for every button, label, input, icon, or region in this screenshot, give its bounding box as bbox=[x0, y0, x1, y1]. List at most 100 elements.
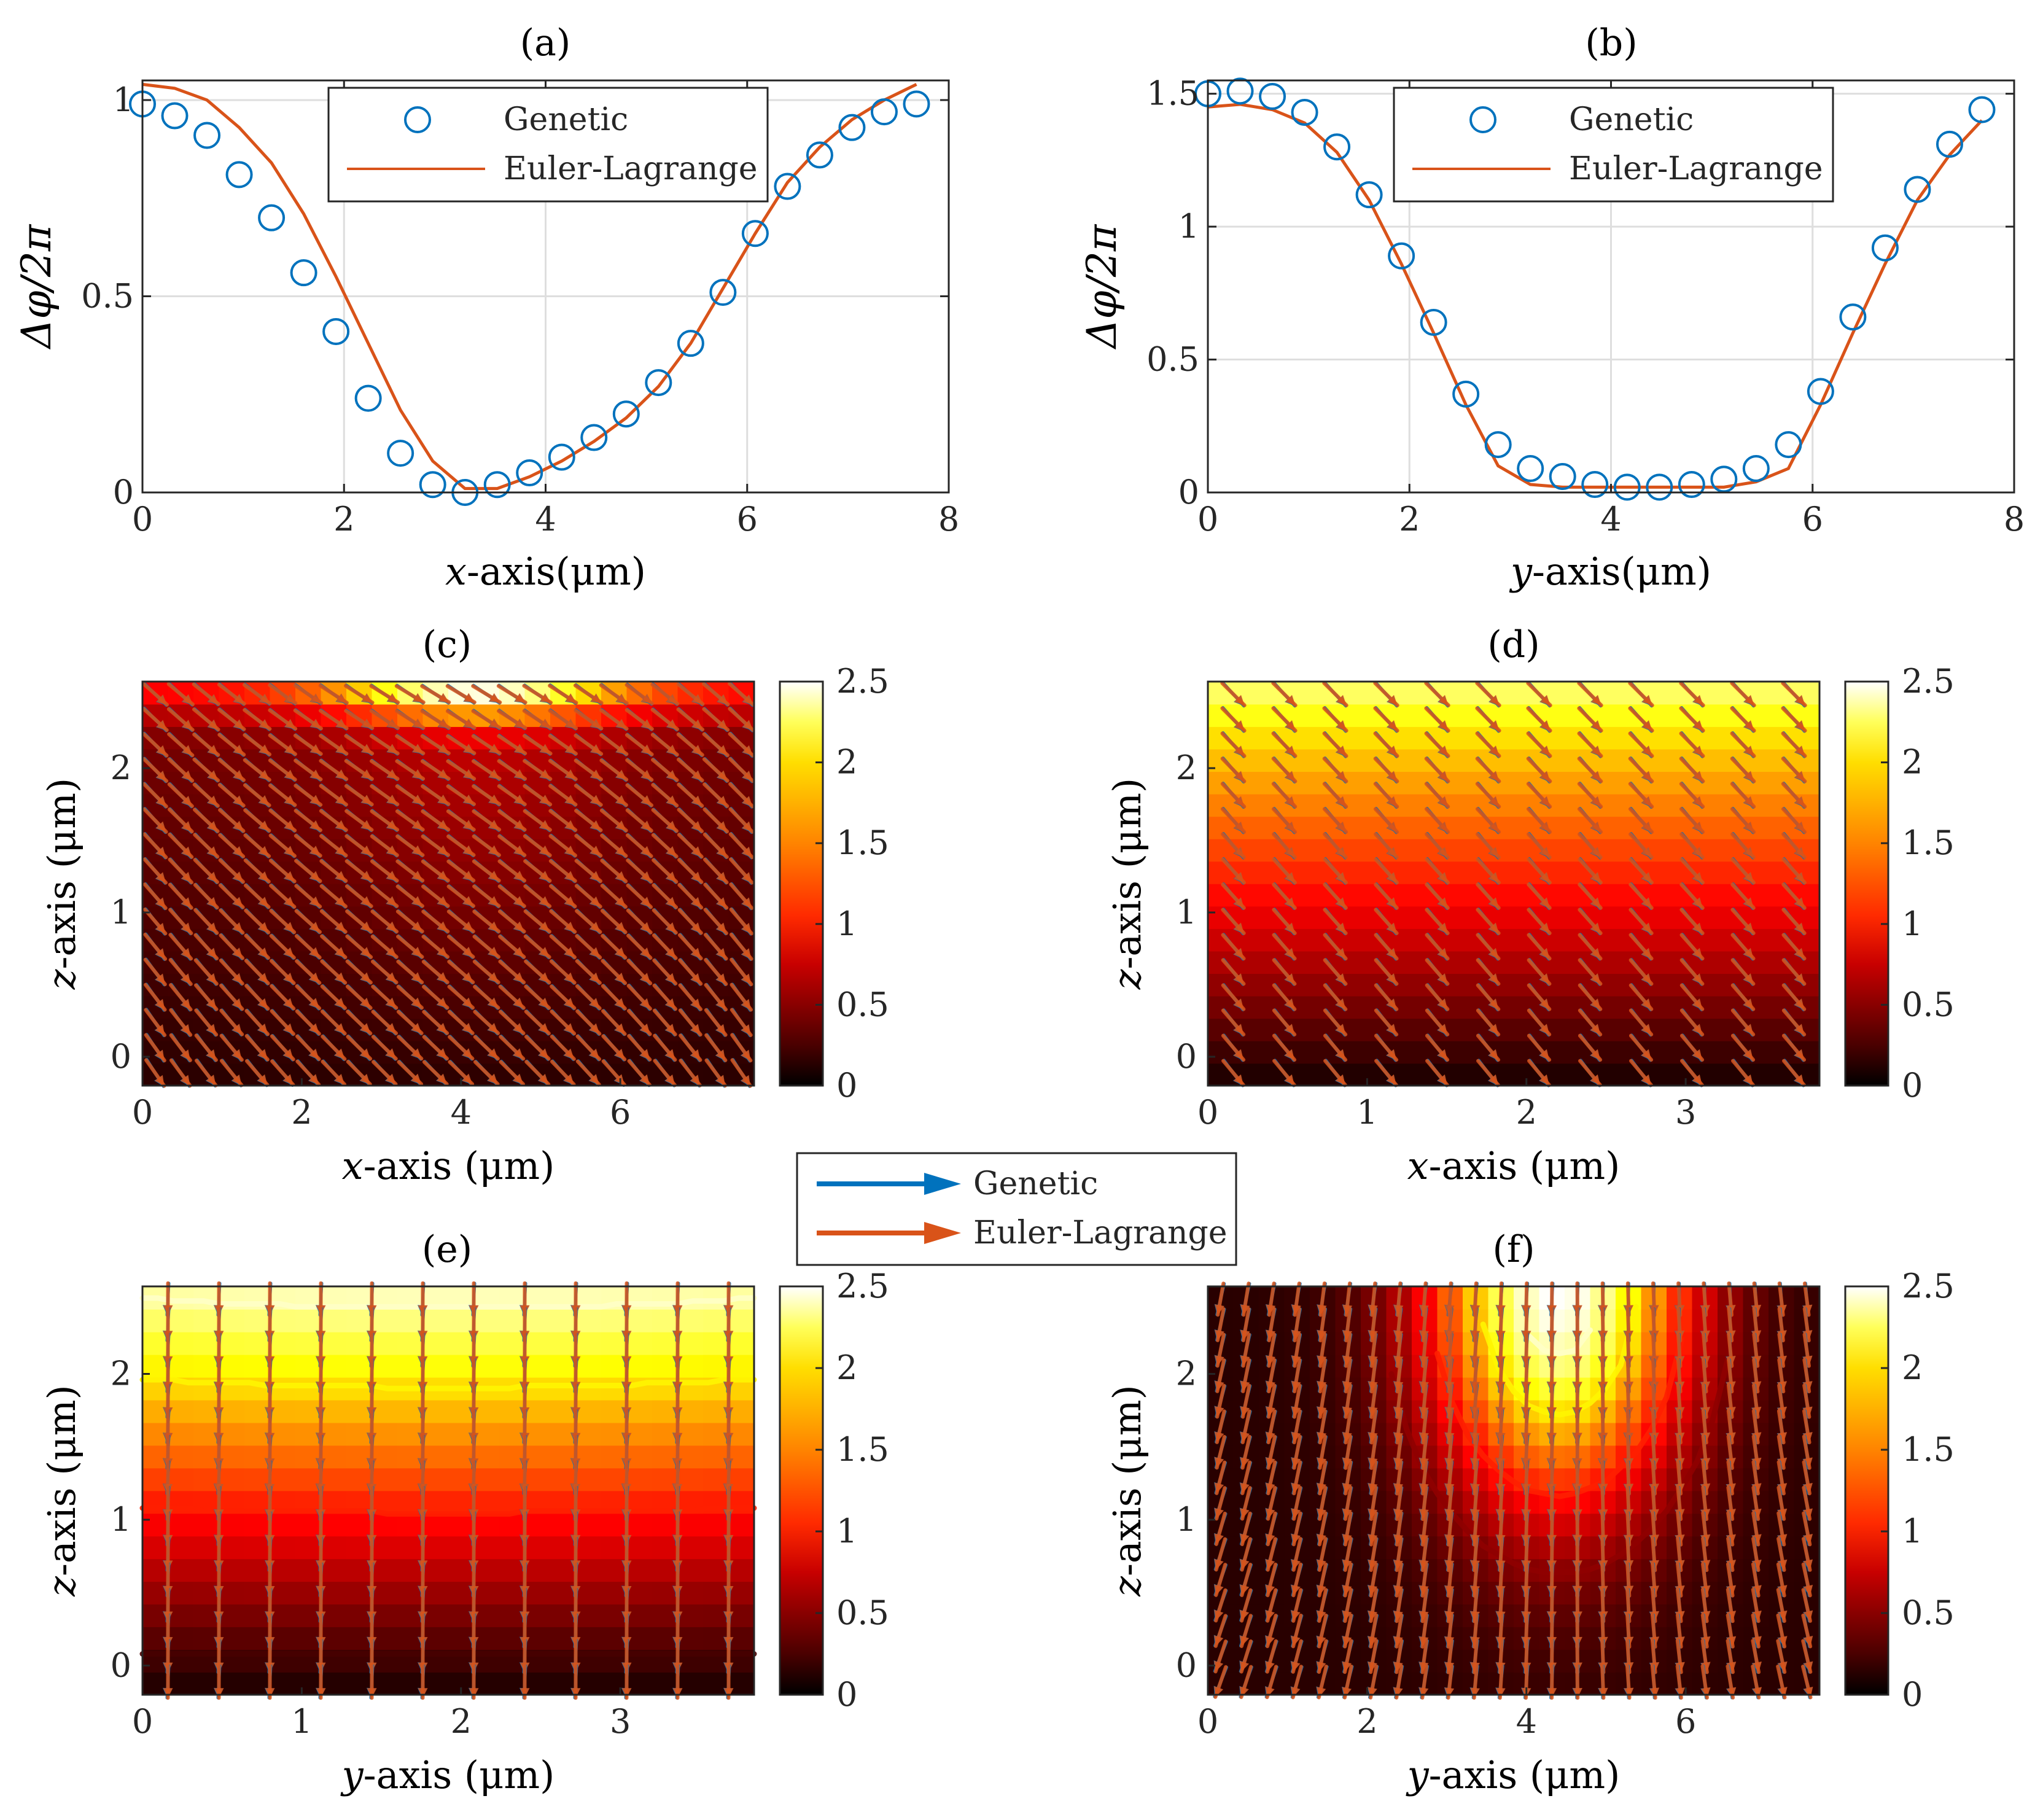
colorbar-label: 2 bbox=[1902, 743, 1923, 782]
heatmap-cell bbox=[575, 1558, 602, 1582]
heatmap-cell bbox=[270, 1513, 296, 1537]
heatmap-cell bbox=[321, 1399, 347, 1423]
euler-arrow-head bbox=[412, 769, 424, 779]
euler-arrow-head bbox=[1488, 1074, 1498, 1086]
heatmap-cell bbox=[524, 1377, 551, 1401]
colorbar-label: 0 bbox=[1902, 1066, 1923, 1105]
euler-arrow-head bbox=[1336, 720, 1347, 731]
euler-arrow-head bbox=[1234, 745, 1245, 756]
heatmap-cell bbox=[244, 1445, 271, 1469]
euler-arrow-head bbox=[360, 871, 372, 881]
euler-arrow-head bbox=[411, 1022, 422, 1033]
euler-arrow-head bbox=[335, 871, 346, 881]
y-tick-label: 2 bbox=[111, 749, 131, 787]
y-tick-label: 1 bbox=[111, 893, 131, 931]
heatmap-cell bbox=[677, 1672, 704, 1695]
heatmap-cell bbox=[626, 1354, 653, 1378]
euler-arrow-head bbox=[462, 972, 473, 982]
euler-arrow-head bbox=[206, 1049, 216, 1060]
heatmap-cell bbox=[524, 1627, 551, 1650]
euler-arrow-head bbox=[615, 769, 627, 780]
euler-arrow-head bbox=[1488, 821, 1500, 832]
euler-arrow-head bbox=[361, 744, 373, 754]
euler-arrow-head bbox=[1692, 821, 1703, 832]
heatmap-cell bbox=[219, 1672, 245, 1695]
heatmap-cell bbox=[1769, 1018, 1795, 1041]
euler-arrow-head bbox=[309, 998, 320, 1009]
euler-arrow-head bbox=[1285, 720, 1296, 731]
euler-arrow-head bbox=[564, 896, 575, 907]
euler-arrow-head bbox=[691, 896, 702, 908]
heatmap-cell bbox=[703, 1672, 730, 1695]
heatmap-cell bbox=[1284, 726, 1310, 750]
genetic-marker bbox=[1420, 308, 1447, 336]
euler-arrow-head bbox=[640, 795, 652, 806]
heatmap-cell bbox=[1616, 1018, 1642, 1041]
euler-arrow-head bbox=[462, 1073, 473, 1084]
heatmap-cell bbox=[244, 1331, 271, 1355]
euler-arrow-head bbox=[309, 896, 321, 907]
euler-arrow-head bbox=[181, 871, 192, 883]
euler-arrow-head bbox=[589, 1048, 600, 1059]
heatmap-cell bbox=[1769, 995, 1795, 1019]
colorbar-label: 1 bbox=[836, 1512, 857, 1550]
euler-arrow-head bbox=[1488, 720, 1500, 731]
heatmap-cell bbox=[1718, 1018, 1744, 1041]
heatmap-cell bbox=[448, 1604, 475, 1627]
euler-arrow-head bbox=[640, 896, 652, 908]
euler-arrow-head bbox=[155, 846, 166, 858]
euler-arrow-head bbox=[463, 794, 474, 804]
euler-arrow-head bbox=[589, 1074, 599, 1085]
euler-arrow-head bbox=[563, 1048, 574, 1059]
euler-arrow-head bbox=[589, 1023, 600, 1034]
heatmap-cell bbox=[397, 1040, 424, 1064]
heatmap-cell bbox=[1412, 682, 1438, 705]
euler-arrow-head bbox=[1743, 745, 1754, 756]
euler-arrow-head bbox=[411, 870, 423, 881]
heatmap-cell bbox=[1463, 793, 1489, 817]
heatmap-cell bbox=[193, 1445, 220, 1469]
x-tick-label: 8 bbox=[938, 500, 959, 539]
heatmap-cell bbox=[728, 1672, 755, 1695]
heatmap-cell bbox=[677, 1445, 704, 1469]
euler-arrow-head bbox=[310, 744, 321, 754]
euler-arrow-head bbox=[283, 922, 295, 933]
euler-arrow-head bbox=[308, 1074, 319, 1085]
x-tick-label: 4 bbox=[451, 1093, 472, 1132]
euler-arrow-head bbox=[565, 744, 576, 754]
euler-arrow-head bbox=[462, 845, 474, 855]
euler-arrow-head bbox=[488, 845, 499, 855]
euler-arrow-head bbox=[1438, 720, 1449, 731]
euler-arrow-head bbox=[156, 720, 167, 731]
euler-arrow-head bbox=[664, 1049, 675, 1060]
heatmap-cell bbox=[728, 1604, 755, 1627]
heatmap-cell bbox=[244, 1672, 271, 1695]
heatmap-cell bbox=[1794, 726, 1820, 750]
heatmap-cell bbox=[473, 1331, 500, 1355]
heatmap-cell bbox=[1386, 928, 1412, 952]
euler-arrow-head bbox=[265, 1688, 275, 1698]
heatmap-cell bbox=[1208, 995, 1234, 1019]
y-axis-label: z-axis (μm) bbox=[39, 1385, 84, 1596]
euler-arrow-head bbox=[640, 769, 652, 780]
heatmap-cell bbox=[1565, 726, 1591, 750]
euler-arrow-head bbox=[590, 744, 602, 754]
heatmap-cell bbox=[270, 1422, 296, 1446]
heatmap-cell bbox=[1743, 726, 1769, 750]
heatmap-cell bbox=[1208, 726, 1234, 750]
heatmap-cell bbox=[1667, 682, 1693, 705]
euler-arrow-head bbox=[615, 795, 626, 805]
euler-arrow-head bbox=[1387, 897, 1397, 908]
heatmap-cell bbox=[168, 1627, 194, 1650]
euler-arrow-head bbox=[385, 1073, 396, 1084]
x-tick-label: 3 bbox=[610, 1702, 631, 1741]
heatmap-cell bbox=[219, 1536, 245, 1560]
heatmap-cell bbox=[1259, 1018, 1285, 1041]
euler-arrow-head bbox=[1234, 796, 1245, 807]
heatmap-cell bbox=[321, 1309, 347, 1332]
euler-arrow-head bbox=[1438, 796, 1449, 807]
euler-arrow-head bbox=[1590, 720, 1601, 731]
euler-arrow-head bbox=[640, 973, 651, 984]
euler-arrow-head bbox=[310, 693, 322, 703]
heatmap-cell bbox=[575, 1445, 602, 1469]
